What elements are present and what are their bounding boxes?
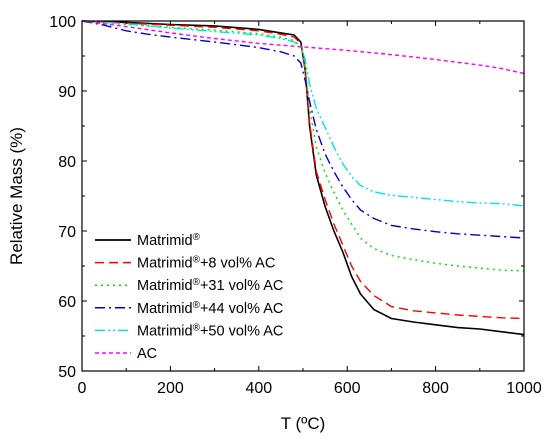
legend-label-4: Matrimid®+44 vol% AC	[137, 299, 283, 317]
x-tick-label: 600	[334, 380, 361, 397]
legend-label-1: Matrimid®	[137, 232, 201, 250]
y-tick-label: 90	[58, 84, 76, 101]
x-tick-label: 800	[422, 380, 449, 397]
legend-label-3: Matrimid®+31 vol% AC	[137, 277, 283, 295]
y-tick-label: 80	[58, 154, 76, 171]
series-line-6	[81, 20, 525, 75]
y-tick-label: 70	[58, 224, 76, 241]
series-line-4	[81, 20, 525, 239]
series-line-2	[81, 20, 525, 320]
x-tick-label: 400	[245, 380, 272, 397]
y-tick-label: 60	[58, 294, 76, 311]
x-tick-label: 1000	[506, 380, 542, 397]
series-line-3	[81, 20, 525, 272]
series-line-5	[81, 20, 525, 207]
ticks-layer: 0 200 400 600 800 1000 50 60 70 80 90 100	[49, 14, 542, 397]
legend-label-2: Matrimid®+8 vol% AC	[137, 254, 275, 272]
legend-label-5: Matrimid®+50 vol% AC	[137, 322, 283, 340]
series-line-1	[81, 20, 525, 336]
series-layer	[81, 20, 525, 336]
y-tick-label: 100	[49, 14, 76, 31]
legend: Matrimid® Matrimid®+8 vol% AC Matrimid®+31…	[95, 232, 283, 362]
y-axis-title: Relative Mass (%)	[7, 127, 26, 265]
x-tick-label: 0	[78, 380, 87, 397]
x-tick-label: 200	[157, 380, 184, 397]
y-tick-label: 50	[58, 364, 76, 381]
legend-label-6: AC	[137, 346, 157, 362]
x-axis-title: T (ºC)	[281, 414, 326, 433]
